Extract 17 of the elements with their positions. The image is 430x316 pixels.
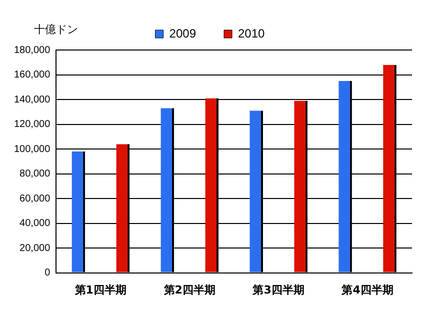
x-tick-label: 第4四半期 xyxy=(340,283,394,296)
y-tick-label: 60,000 xyxy=(20,193,51,204)
y-tick-label: 80,000 xyxy=(20,168,51,180)
y-tick-label: 20,000 xyxy=(20,242,51,254)
y-axis-title: 十億ドン xyxy=(34,22,78,37)
x-tick-label: 第3四半期 xyxy=(252,283,304,296)
x-tick-label: 第1四半期 xyxy=(74,283,126,296)
y-tick-label: 140,000 xyxy=(14,94,51,106)
y-tick-label: 100,000 xyxy=(14,144,51,155)
legend-label: 2009 xyxy=(169,26,196,40)
y-tick-label: 160,000 xyxy=(14,70,51,81)
y-tick-label: 180,000 xyxy=(14,44,51,56)
y-tick-label: 120,000 xyxy=(14,119,51,130)
y-tick-label: 0 xyxy=(44,268,51,279)
x-tick-label: 第2四半期 xyxy=(162,283,216,296)
legend-label: 2010 xyxy=(238,26,266,40)
y-tick-label: 40,000 xyxy=(20,218,51,230)
